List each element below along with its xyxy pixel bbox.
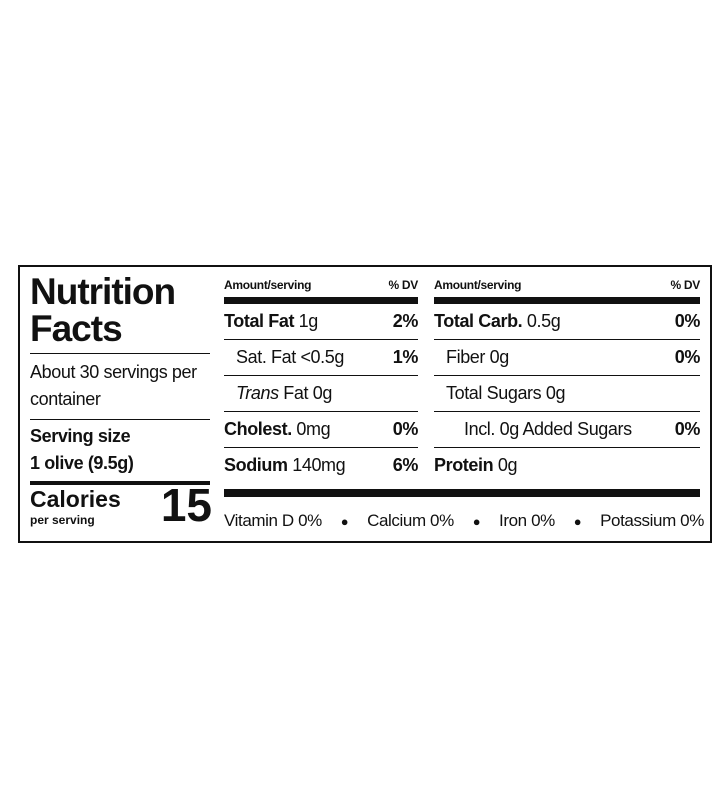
nutrient-row: Sodium 140mg 6% <box>224 448 418 483</box>
nutrient: Incl. 0g Added Sugars <box>464 419 632 439</box>
nutrient-row: Fiber 0g 0% <box>434 340 700 376</box>
column: Amount/serving % DV Total Fat 1g 2% Sat. F… <box>224 273 418 483</box>
amount: 0g <box>312 383 333 403</box>
column-header: Amount/serving % DV <box>434 273 700 304</box>
bullet: ● <box>573 513 582 529</box>
serving-size: Serving size 1 olive (9.5g) <box>30 423 215 477</box>
nutrient-row: Sat. Fat <0.5g 1% <box>224 340 418 376</box>
bullet: ● <box>472 513 481 529</box>
amount: 140mg <box>292 455 346 475</box>
nutrient: Cholest. <box>224 419 292 439</box>
vitamins: Vitamin D 0% ● Calcium 0% ● Iron 0% ● Potas… <box>224 511 704 531</box>
nutrient-row: Total Carb. 0.5g 0% <box>434 304 700 340</box>
nutrient-row: Total Sugars 0g <box>434 376 700 412</box>
amount: 0.5g <box>526 311 561 331</box>
nutrient: Fat <box>283 383 309 403</box>
dv: 0% <box>392 419 419 439</box>
dv: 1% <box>392 347 419 367</box>
nutrient-row: Trans Fat 0g <box>224 376 418 412</box>
rule <box>30 419 210 420</box>
nutrient: Total Sugars <box>446 383 542 403</box>
dv: 0% <box>674 311 701 331</box>
nutrient: Protein <box>434 455 494 475</box>
serving-size-value: 1 olive (9.5g) <box>30 453 134 473</box>
nutrient: Sodium <box>224 455 288 475</box>
nutrition-label: Nutrition Facts About 30 servings per co… <box>18 265 712 543</box>
nutrient-row: Total Fat 1g 2% <box>224 304 418 340</box>
nutrient-row: Cholest. 0mg 0% <box>224 412 418 448</box>
calories-value: 15 <box>160 479 212 531</box>
rule <box>30 353 210 354</box>
vitamin: Calcium 0% <box>367 511 454 530</box>
header-dv: % DV <box>388 278 419 292</box>
amount: 0g <box>489 347 510 367</box>
amount: 0g <box>545 383 566 403</box>
servings: About 30 servings per container <box>30 362 197 409</box>
dv: 0% <box>674 419 701 439</box>
nutrient: Total Fat <box>224 311 295 331</box>
nutrient-italic: Trans <box>236 383 279 403</box>
header-amount: Amount/serving <box>434 278 522 292</box>
nutrient: Sat. Fat <box>236 347 296 367</box>
dv: 0% <box>674 347 701 367</box>
column-header: Amount/serving % DV <box>224 273 418 304</box>
nutrient: Fiber <box>446 347 486 367</box>
vitamin: Iron 0% <box>499 511 555 530</box>
nutrient: Total Carb. <box>434 311 523 331</box>
amount: 0mg <box>296 419 331 439</box>
rule <box>30 481 210 485</box>
calories-label: Calories <box>30 486 121 512</box>
dv: 6% <box>392 455 419 475</box>
serving-size-label: Serving size <box>30 426 131 446</box>
title: Nutrition Facts <box>30 271 176 349</box>
nutrient-row: Incl. 0g Added Sugars 0% <box>434 412 700 448</box>
dv: 2% <box>392 311 419 331</box>
amount: 1g <box>298 311 319 331</box>
vitamin: Potassium 0% <box>600 511 704 530</box>
calories-sublabel: per serving <box>30 513 95 527</box>
bullet: ● <box>340 513 349 529</box>
amount: <0.5g <box>300 347 344 367</box>
column: Amount/serving % DV Total Carb. 0.5g 0% Fi… <box>434 273 700 483</box>
header-amount: Amount/serving <box>224 278 312 292</box>
header-dv: % DV <box>670 278 701 292</box>
rule <box>224 489 700 497</box>
vitamin: Vitamin D 0% <box>224 511 322 530</box>
amount: 0g <box>497 455 518 475</box>
nutrient-row: Protein 0g <box>434 448 700 483</box>
